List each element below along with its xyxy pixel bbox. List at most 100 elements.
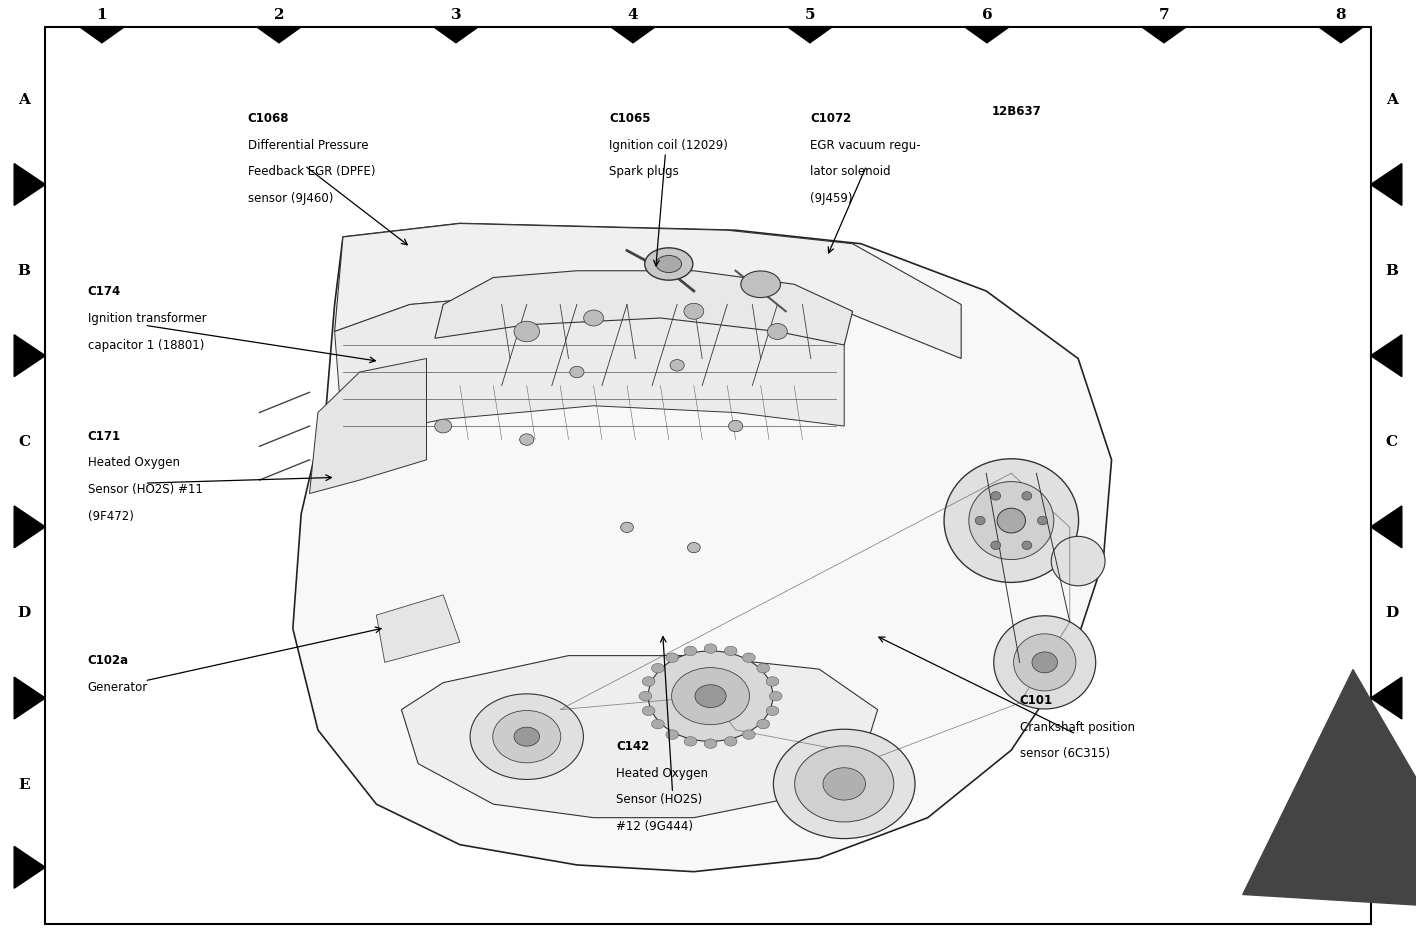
Ellipse shape bbox=[773, 729, 915, 839]
Polygon shape bbox=[310, 359, 426, 494]
Polygon shape bbox=[433, 27, 479, 43]
Text: C142: C142 bbox=[616, 740, 649, 753]
Text: sensor (9J460): sensor (9J460) bbox=[248, 192, 333, 205]
Text: sensor (6C315): sensor (6C315) bbox=[1020, 747, 1110, 761]
Polygon shape bbox=[256, 27, 302, 43]
Text: 4: 4 bbox=[627, 9, 639, 22]
Text: C102a: C102a bbox=[88, 654, 129, 668]
Ellipse shape bbox=[794, 746, 893, 822]
Text: 8: 8 bbox=[1335, 9, 1347, 22]
Ellipse shape bbox=[991, 492, 1001, 500]
Text: C: C bbox=[18, 436, 30, 449]
Polygon shape bbox=[14, 506, 45, 548]
Polygon shape bbox=[402, 655, 878, 818]
Text: Heated Oxygen: Heated Oxygen bbox=[616, 767, 708, 780]
Text: EGR vacuum regu-: EGR vacuum regu- bbox=[810, 139, 920, 152]
Ellipse shape bbox=[656, 256, 681, 273]
Text: Sensor (HO2S) #11: Sensor (HO2S) #11 bbox=[88, 483, 202, 496]
Ellipse shape bbox=[666, 653, 678, 663]
Ellipse shape bbox=[758, 664, 770, 673]
Text: Heated Oxygen: Heated Oxygen bbox=[88, 456, 180, 470]
Text: capacitor 1 (18801): capacitor 1 (18801) bbox=[88, 339, 204, 352]
Ellipse shape bbox=[514, 728, 539, 747]
Text: (9J459): (9J459) bbox=[810, 192, 852, 205]
Polygon shape bbox=[14, 677, 45, 719]
Text: D: D bbox=[17, 607, 31, 620]
Ellipse shape bbox=[620, 522, 633, 533]
Text: B: B bbox=[1385, 264, 1399, 278]
Text: lator solenoid: lator solenoid bbox=[810, 165, 891, 179]
Ellipse shape bbox=[644, 248, 692, 281]
Text: A: A bbox=[18, 93, 30, 107]
Text: E: E bbox=[1386, 778, 1398, 791]
Ellipse shape bbox=[649, 650, 773, 742]
Text: C171: C171 bbox=[88, 430, 120, 443]
Ellipse shape bbox=[729, 420, 743, 432]
Ellipse shape bbox=[767, 323, 787, 340]
Ellipse shape bbox=[704, 739, 716, 748]
Polygon shape bbox=[14, 335, 45, 377]
Ellipse shape bbox=[666, 729, 678, 739]
Ellipse shape bbox=[684, 646, 697, 655]
Polygon shape bbox=[964, 27, 1010, 43]
Polygon shape bbox=[1371, 846, 1402, 888]
Ellipse shape bbox=[684, 303, 704, 320]
Polygon shape bbox=[1371, 506, 1402, 548]
Text: Differential Pressure: Differential Pressure bbox=[248, 139, 368, 152]
Ellipse shape bbox=[643, 677, 656, 687]
Text: Generator: Generator bbox=[88, 681, 149, 694]
Text: 7: 7 bbox=[1158, 9, 1170, 22]
Polygon shape bbox=[1141, 27, 1187, 43]
Ellipse shape bbox=[1022, 541, 1032, 550]
Ellipse shape bbox=[769, 691, 782, 701]
Text: 12B637: 12B637 bbox=[991, 105, 1041, 118]
Polygon shape bbox=[1371, 164, 1402, 205]
Polygon shape bbox=[334, 223, 961, 359]
Text: C174: C174 bbox=[88, 285, 120, 299]
Ellipse shape bbox=[969, 481, 1054, 559]
Ellipse shape bbox=[435, 419, 452, 433]
Ellipse shape bbox=[1014, 633, 1076, 690]
Ellipse shape bbox=[742, 653, 755, 663]
Polygon shape bbox=[787, 27, 833, 43]
Ellipse shape bbox=[569, 366, 583, 378]
Text: Crankshaft position: Crankshaft position bbox=[1020, 721, 1134, 734]
Ellipse shape bbox=[758, 719, 770, 728]
Ellipse shape bbox=[976, 516, 986, 525]
Polygon shape bbox=[334, 291, 844, 439]
Text: Feedback EGR (DPFE): Feedback EGR (DPFE) bbox=[248, 165, 375, 179]
Text: C1065: C1065 bbox=[609, 112, 650, 126]
Ellipse shape bbox=[944, 458, 1079, 582]
Polygon shape bbox=[435, 271, 852, 345]
Text: 3: 3 bbox=[450, 9, 462, 22]
Text: 5: 5 bbox=[804, 9, 816, 22]
Text: Spark plugs: Spark plugs bbox=[609, 165, 678, 179]
Polygon shape bbox=[14, 164, 45, 205]
Text: Sensor (HO2S): Sensor (HO2S) bbox=[616, 793, 702, 806]
Ellipse shape bbox=[742, 729, 755, 739]
Ellipse shape bbox=[695, 685, 726, 708]
Text: 6: 6 bbox=[981, 9, 993, 22]
Ellipse shape bbox=[670, 359, 684, 371]
Text: A: A bbox=[1386, 93, 1398, 107]
Ellipse shape bbox=[493, 710, 561, 763]
Ellipse shape bbox=[470, 694, 583, 780]
Ellipse shape bbox=[583, 310, 603, 326]
Text: Ignition coil (12029): Ignition coil (12029) bbox=[609, 139, 728, 152]
Text: C101: C101 bbox=[1020, 694, 1052, 708]
Polygon shape bbox=[1318, 27, 1364, 43]
Ellipse shape bbox=[688, 542, 700, 553]
Ellipse shape bbox=[514, 321, 539, 341]
Ellipse shape bbox=[1051, 536, 1104, 586]
Text: C1068: C1068 bbox=[248, 112, 289, 126]
Ellipse shape bbox=[643, 706, 656, 715]
Ellipse shape bbox=[725, 737, 738, 747]
Text: E: E bbox=[18, 778, 30, 791]
Polygon shape bbox=[1371, 677, 1402, 719]
Polygon shape bbox=[293, 223, 1112, 872]
Ellipse shape bbox=[651, 664, 664, 673]
Ellipse shape bbox=[684, 737, 697, 747]
Ellipse shape bbox=[520, 434, 534, 445]
Polygon shape bbox=[377, 595, 460, 663]
Ellipse shape bbox=[671, 668, 749, 725]
